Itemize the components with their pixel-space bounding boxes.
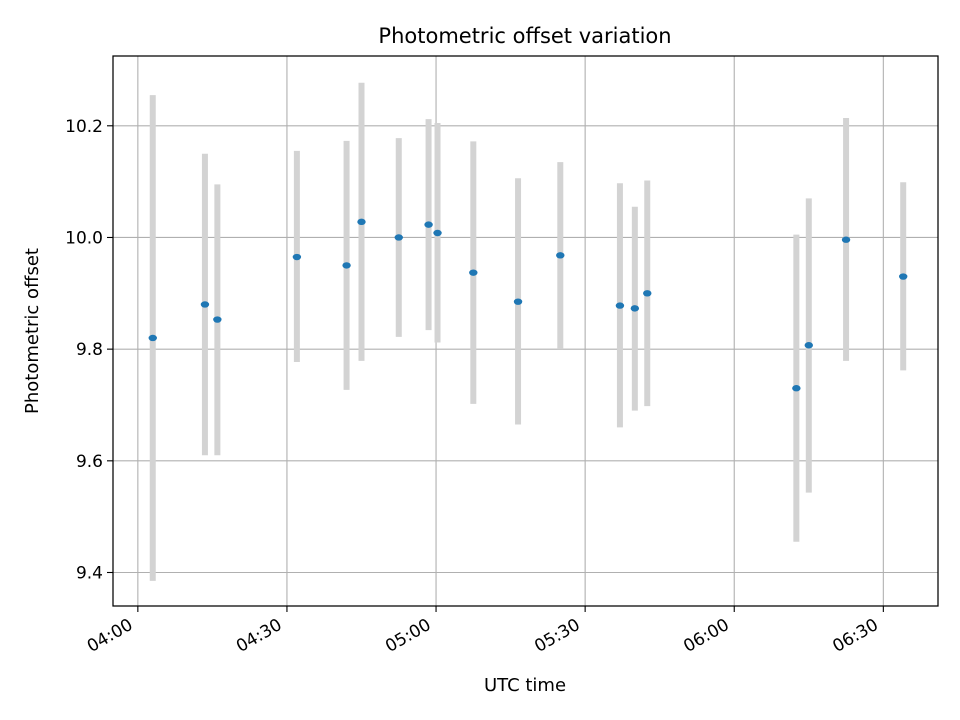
data-point [615,302,625,309]
data-point [200,301,210,308]
plot-frame [112,55,939,607]
y-tick-label: 10.0 [65,228,103,248]
data-point [899,273,908,280]
x-axis-label: UTC time [484,675,566,696]
data-point [433,229,442,237]
data-point [841,236,851,243]
data-point [469,269,478,276]
point-layer [148,218,908,392]
data-point [424,221,433,228]
data-point [357,218,366,226]
chart-title: Photometric offset variation [378,24,671,48]
data-point [630,305,640,312]
data-point [513,298,523,305]
y-tick-label: 9.6 [76,452,103,472]
data-point [148,334,157,342]
y-tick-label: 9.8 [76,340,103,360]
y-tick-label: 9.4 [76,563,103,583]
data-point [792,385,801,392]
data-point [804,342,813,349]
data-point [643,290,652,297]
data-point [556,252,565,259]
y-axis-label: Photometric offset [22,248,43,414]
data-point [213,316,222,323]
data-point [292,253,302,261]
y-tick-label: 10.2 [65,117,103,137]
data-point [394,234,403,241]
data-point [342,262,351,269]
